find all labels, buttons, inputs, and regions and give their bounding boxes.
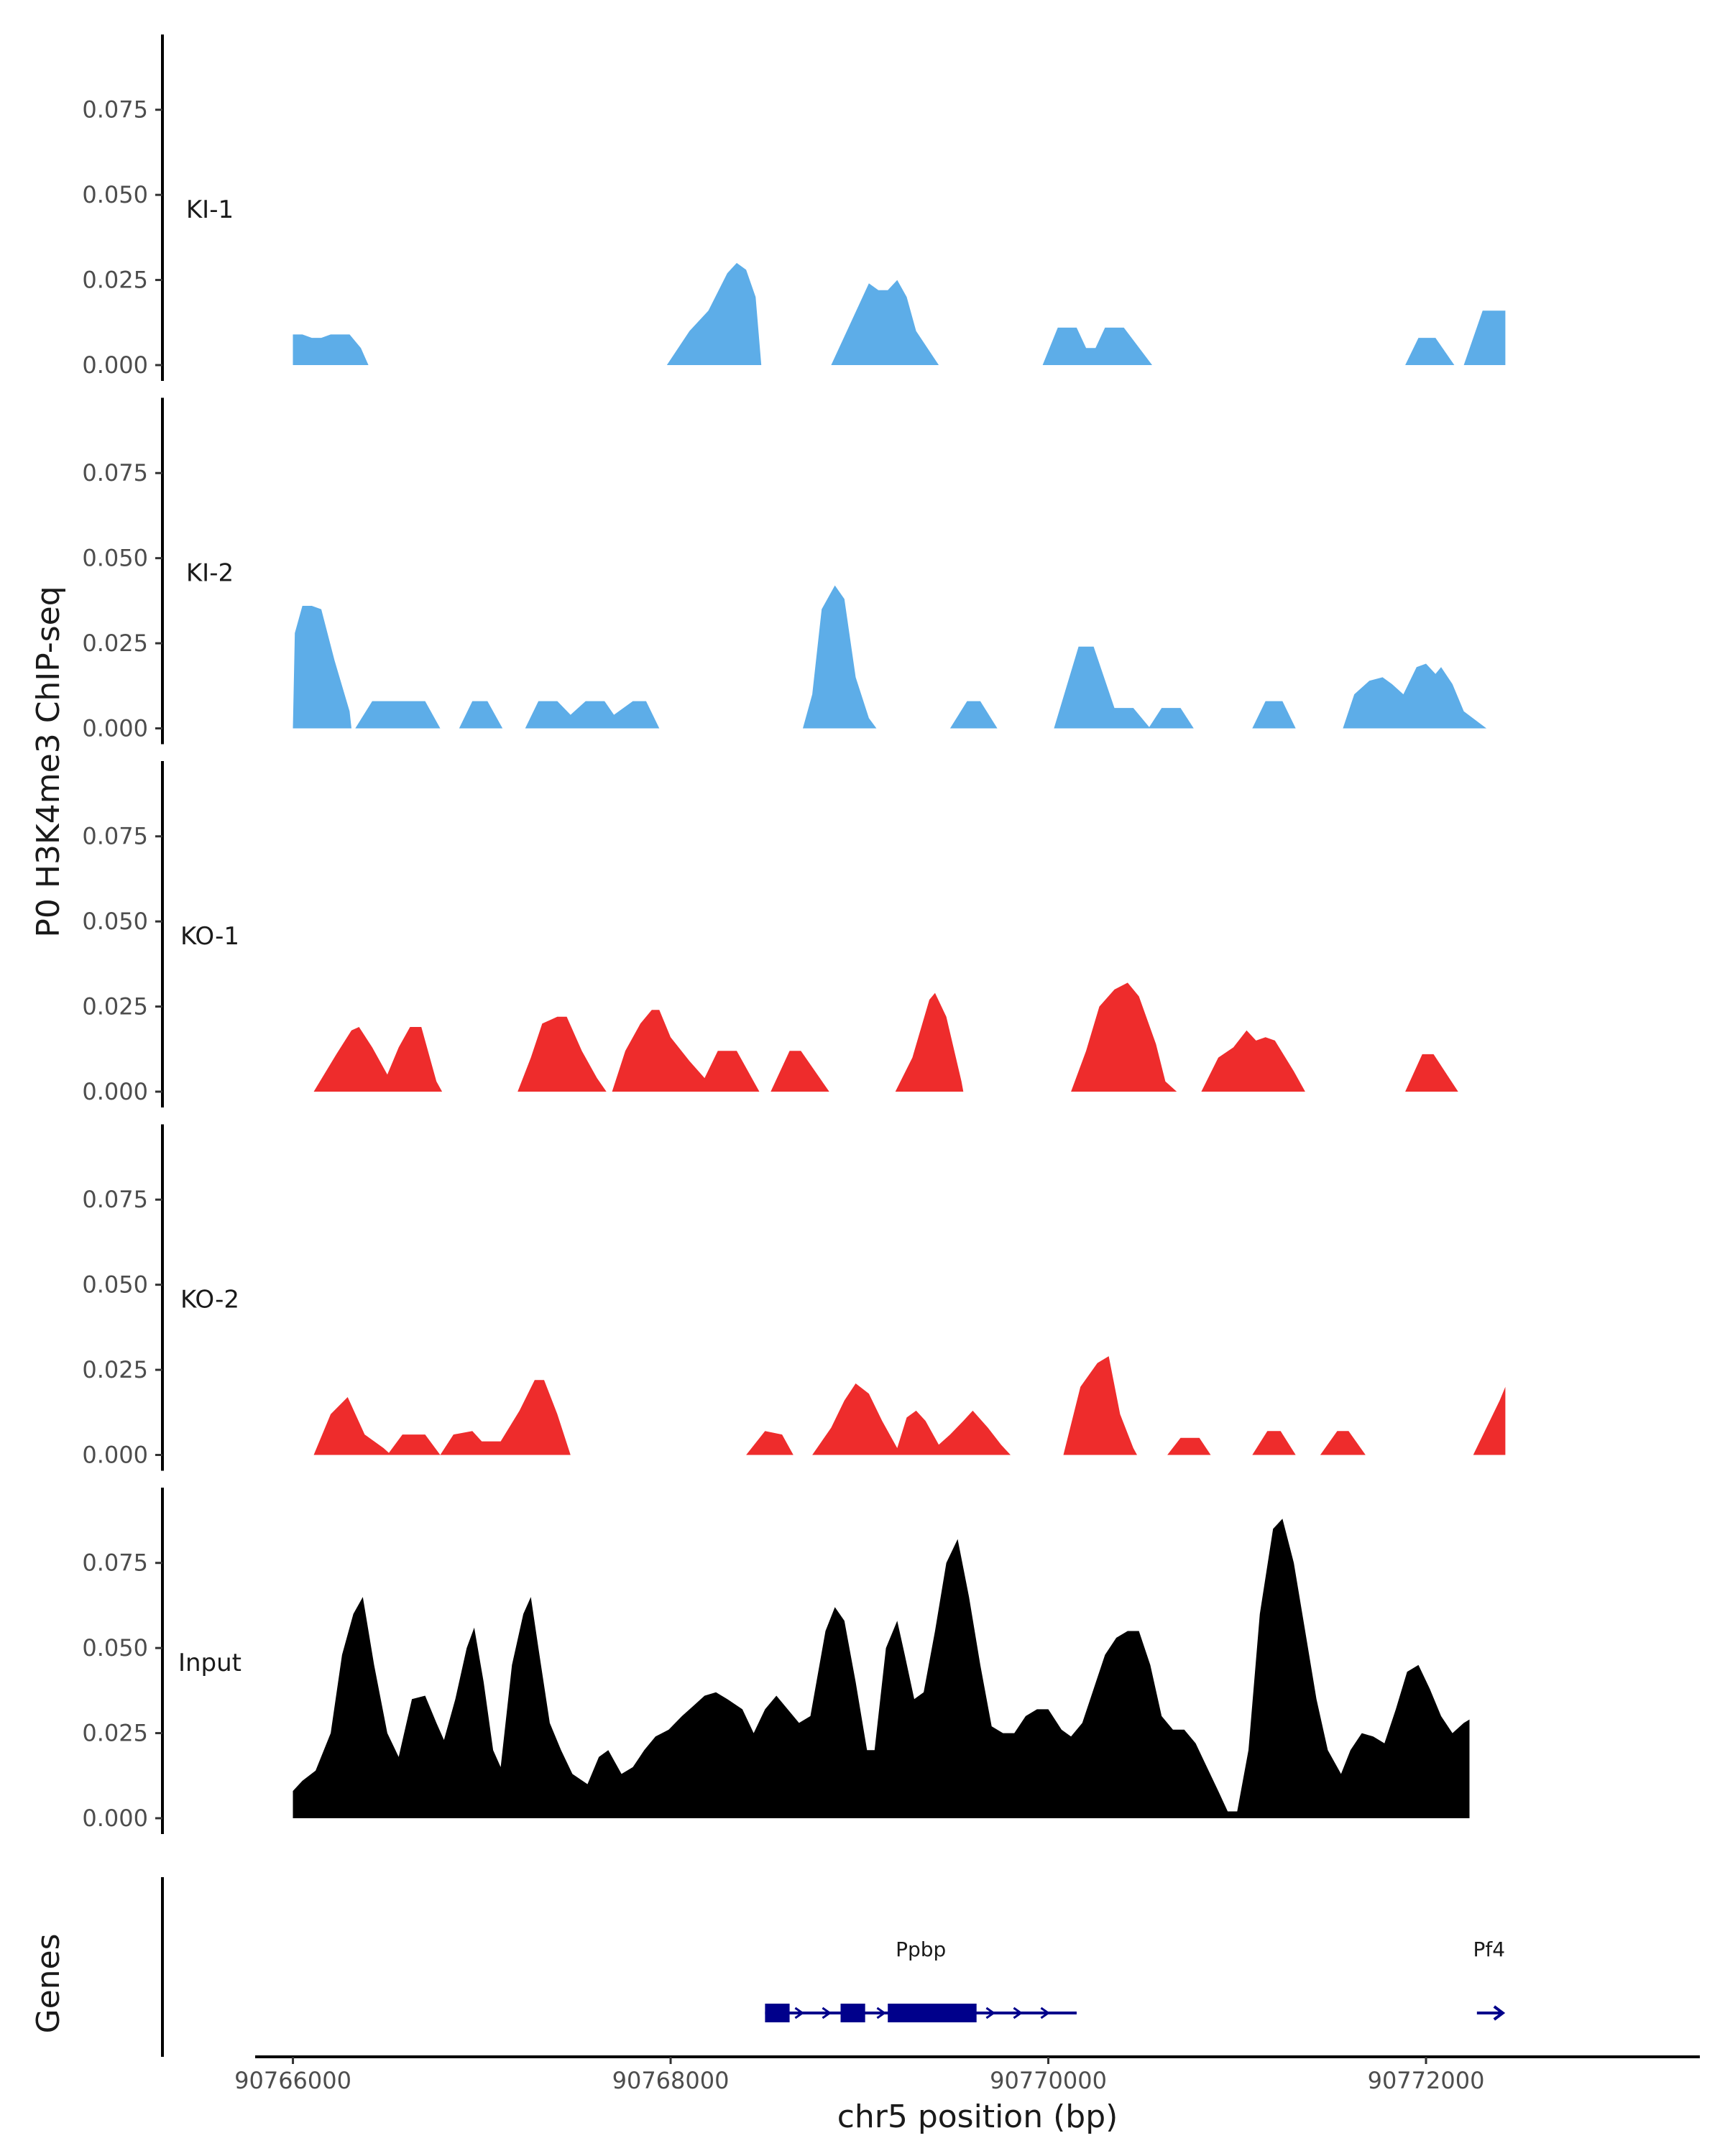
coverage-peak	[746, 1431, 794, 1455]
coverage-peak	[895, 992, 964, 1092]
coverage-peak	[949, 701, 998, 729]
coverage-peak	[812, 1383, 1011, 1455]
coverage-peak	[440, 1380, 571, 1455]
y-tick-label: 0.025	[82, 993, 148, 1021]
coverage-peak	[313, 1397, 392, 1455]
strand-arrow	[876, 2007, 887, 2019]
strand-arrow	[1013, 2007, 1024, 2019]
strand-arrow	[794, 2007, 805, 2019]
coverage-peak	[1148, 708, 1194, 729]
gene-pf4: Pf4	[1473, 1938, 1506, 2021]
track-label: KI-1	[186, 195, 234, 224]
coverage-peak	[313, 1027, 443, 1092]
strand-arrow	[1493, 2005, 1506, 2021]
x-tick-label: 90768000	[612, 2067, 730, 2094]
coverage-peak	[770, 1051, 829, 1092]
coverage-peak	[1473, 1386, 1506, 1455]
genes-panel: Ppbp Pf4	[161, 1877, 1506, 2057]
coverage-peak	[525, 701, 660, 729]
coverage-peak	[1201, 1030, 1305, 1092]
strand-arrow	[985, 2007, 996, 2019]
gene-label: Ppbp	[896, 1938, 946, 1961]
strand-arrow	[1040, 2007, 1051, 2019]
coverage-peak	[1405, 338, 1455, 365]
y-tick-label: 0.000	[82, 351, 148, 379]
coverage-peak	[1463, 310, 1506, 365]
genes-axis-title: Genes	[30, 1933, 67, 2033]
coverage-peak	[1054, 646, 1151, 729]
y-axis-title: P0 H3K4me3 ChIP-seq	[30, 586, 67, 937]
coverage-peak	[1252, 1431, 1296, 1455]
x-axis-title: chr5 position (bp)	[837, 2099, 1118, 2135]
x-tick-label: 90772000	[1368, 2067, 1485, 2094]
track-ko-1: 0.000 0.025 0.050 0.075 KO-1	[82, 761, 1458, 1107]
y-tick-label: 0.050	[82, 545, 148, 572]
coverage-peak	[293, 606, 351, 729]
coverage-peak	[1252, 701, 1296, 729]
y-tick-label: 0.075	[82, 1186, 148, 1213]
y-tick-label: 0.075	[82, 459, 148, 487]
coverage-peak	[459, 701, 503, 729]
y-tick-label: 0.075	[82, 823, 148, 850]
track-ki-1: 0.000 0.025 0.050 0.075 KI-1	[82, 34, 1506, 381]
coverage-peak	[1320, 1431, 1366, 1455]
y-tick-label: 0.050	[82, 1271, 148, 1299]
x-axis: 90766000 90768000 90770000 90772000	[234, 2055, 1700, 2094]
coverage-peak	[1063, 1356, 1137, 1455]
coverage-peak	[1405, 1054, 1458, 1092]
track-label: KO-1	[180, 922, 239, 951]
coverage-peak	[612, 1010, 760, 1092]
gene-exon	[840, 2004, 865, 2022]
y-tick-label: 0.000	[82, 1805, 148, 1832]
gene-label: Pf4	[1473, 1938, 1506, 1961]
y-tick-label: 0.025	[82, 1356, 148, 1383]
coverage-peak	[831, 280, 939, 365]
y-tick-label: 0.000	[82, 1078, 148, 1105]
y-tick-label: 0.050	[82, 1634, 148, 1662]
y-tick-label: 0.025	[82, 1720, 148, 1747]
gene-exon	[888, 2004, 977, 2022]
y-tick-label: 0.025	[82, 630, 148, 657]
y-tick-label: 0.050	[82, 181, 148, 208]
coverage-peak	[1167, 1437, 1211, 1455]
coverage-peak	[1042, 327, 1152, 365]
y-tick-label: 0.050	[82, 908, 148, 935]
track-input: 0.000 0.025 0.050 0.075 Input	[82, 1488, 1470, 1834]
y-tick-label: 0.000	[82, 715, 148, 742]
coverage-peak	[666, 262, 762, 365]
gene-exon	[765, 2004, 790, 2022]
coverage-peak	[293, 1519, 1470, 1818]
coverage-peak	[1343, 663, 1487, 729]
x-tick-label: 90770000	[990, 2067, 1107, 2094]
track-label: KI-2	[186, 559, 234, 588]
coverage-peak	[293, 334, 369, 365]
coverage-peak	[803, 585, 877, 729]
track-ki-2: 0.000 0.025 0.050 0.075 KI-2	[82, 397, 1487, 745]
strand-arrow	[822, 2007, 832, 2019]
x-tick-label: 90766000	[234, 2067, 351, 2094]
y-tick-label: 0.000	[82, 1442, 148, 1469]
y-tick-label: 0.075	[82, 96, 148, 124]
gene-ppbp: Ppbp	[765, 1938, 1077, 2022]
coverage-peak	[1071, 982, 1177, 1092]
y-tick-label: 0.025	[82, 267, 148, 294]
track-label: KO-2	[180, 1286, 239, 1314]
tracks: 0.0000.0250.0500.075KI-10.0000.0250.0500…	[82, 34, 1506, 1834]
track-ko-2: 0.000 0.025 0.050 0.075 KO-2	[82, 1124, 1506, 1471]
coverage-peak	[518, 1016, 607, 1092]
y-tick-label: 0.075	[82, 1549, 148, 1577]
coverage-peak	[355, 701, 441, 729]
track-label: Input	[178, 1649, 242, 1677]
coverage-peak	[387, 1434, 441, 1455]
